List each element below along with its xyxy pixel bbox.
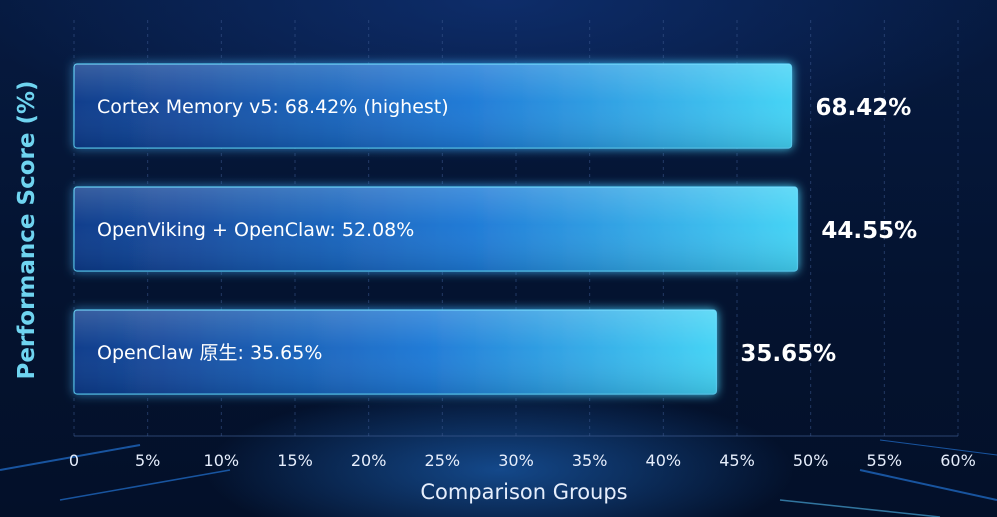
x-axis-ticks: 0 5% 10% 15% 20% 25% 30% 35% 40% 45% 50% 55% 60%	[69, 451, 976, 470]
x-tick-label: 20%	[351, 451, 387, 470]
x-tick-label: 10%	[204, 451, 240, 470]
x-tick-label: 30%	[498, 451, 534, 470]
bar-group: OpenClaw 原生: 35.65% 35.65%	[73, 309, 836, 395]
y-axis-title: Performance Score (%)	[14, 80, 40, 379]
bar-shine	[74, 64, 792, 148]
background-decor	[0, 439, 997, 517]
x-tick-label: 5%	[135, 451, 160, 470]
bar-shine	[74, 187, 798, 271]
bar-category-label: OpenViking + OpenClaw: 52.08%	[97, 219, 414, 241]
bar-group: Cortex Memory v5: 68.42% (highest) 68.42%	[73, 63, 912, 149]
x-tick-label: 45%	[719, 451, 755, 470]
x-tick-label: 25%	[425, 451, 461, 470]
bar-shine	[74, 310, 717, 394]
bar-value-label: 44.55%	[821, 218, 917, 244]
x-tick-label: 40%	[646, 451, 682, 470]
x-tick-label: 15%	[277, 451, 313, 470]
x-tick-label: 60%	[940, 451, 976, 470]
x-tick-label: 0	[69, 451, 79, 470]
x-tick-label: 55%	[867, 451, 903, 470]
bar-category-label: Cortex Memory v5: 68.42% (highest)	[97, 96, 449, 118]
bar-value-label: 35.65%	[740, 341, 836, 367]
bar-category-label: OpenClaw 原生: 35.65%	[97, 342, 322, 364]
x-axis-title: Comparison Groups	[420, 480, 627, 504]
bar-group: OpenViking + OpenClaw: 52.08% 44.55%	[73, 186, 917, 272]
x-tick-label: 50%	[793, 451, 829, 470]
bar-value-label: 68.42%	[816, 95, 912, 121]
x-tick-label: 35%	[572, 451, 608, 470]
grid-lines	[73, 20, 959, 437]
bars: Cortex Memory v5: 68.42% (highest) 68.42%…	[73, 63, 917, 395]
